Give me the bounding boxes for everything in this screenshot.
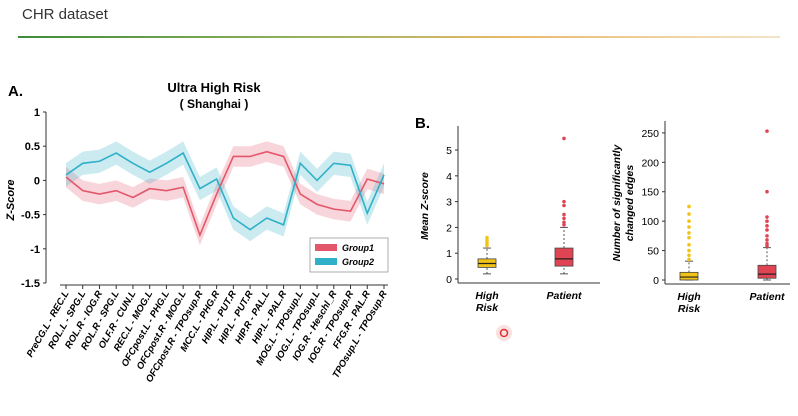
panel-b2-outlier [765, 234, 769, 238]
panel-b1-x-tick-label: Patient [546, 290, 582, 302]
panel-b2-x-tick-label: Patient [749, 291, 785, 303]
legend-swatch-group1 [315, 244, 337, 251]
panel-b2-outlier [687, 219, 691, 223]
series-line-group2 [65, 151, 385, 231]
panel-b1-outlier [485, 235, 489, 240]
panel-b1-outlier [485, 243, 489, 248]
series-band-group1 [66, 141, 384, 246]
panel-b1-y-tick-label: 0 [446, 274, 452, 286]
panel-b2-outlier [687, 248, 691, 253]
panel-b2-y-tick-label: 200 [641, 157, 659, 169]
panel-b2-y-tick-label: 50 [647, 246, 659, 258]
series-line-group1 [65, 150, 385, 238]
panel-b1-outlier [562, 203, 566, 208]
panel-b2-outlier [765, 219, 769, 223]
panel-b1-outlier [562, 199, 566, 204]
panel-b1-x-tick-label: High [475, 290, 498, 302]
panel-b2-outlier [765, 189, 769, 194]
panel-b1-y-tick-label: 5 [446, 145, 452, 157]
panel-b-label: B. [415, 115, 430, 132]
panel-b2-outlier [765, 215, 769, 219]
cursor-ring [499, 328, 509, 338]
panel-b1-y-tick-label: 4 [446, 171, 452, 183]
panel-b2-outlier [687, 242, 691, 247]
panel-b2-outlier [687, 257, 691, 262]
panel-b2-box-patient [757, 264, 777, 279]
panel-a-y-tick-label: -1.5 [21, 278, 40, 290]
panel-b2-outlier [687, 212, 691, 216]
legend-label-group2: Group2 [342, 257, 374, 267]
panel-b2-outlier [765, 238, 769, 242]
panel-a-label: A. [8, 83, 23, 100]
panel-b2-y-axis-label: Number of significantly [611, 144, 623, 262]
panel-b2-outlier [687, 253, 691, 258]
panel-b2-outlier [687, 235, 691, 240]
panel-b2-outlier [765, 224, 769, 228]
panel-b1-y-axis-label: Mean Z-score [419, 172, 431, 240]
slide-title: CHR dataset [22, 6, 108, 23]
panel-a-y-tick-label: 1 [34, 107, 40, 119]
panel-b1-outlier [562, 220, 566, 225]
panel-b2-outlier [687, 204, 691, 209]
panel-b2-outlier [687, 225, 691, 229]
panel-b1-x-tick-label: Risk [476, 302, 499, 314]
panel-b1-y-tick-label: 3 [446, 197, 452, 209]
panel-b1-outlier [485, 238, 489, 243]
panel-b2-outlier [765, 241, 769, 246]
panel-b2-y-tick-label: 100 [641, 216, 659, 228]
panel-b2-x-tick-label: Risk [678, 303, 701, 315]
panel-a-y-tick-label: -1 [30, 244, 40, 256]
panel-a-y-tick-label: 0 [34, 175, 40, 187]
panel-a-legend [309, 237, 389, 273]
panel-b1-outlier [562, 212, 566, 217]
panel-a-y-tick-label: -0.5 [21, 210, 40, 222]
panel-b1-outlier [562, 216, 566, 221]
panel-b1-box-patient [554, 247, 574, 267]
panel-a-y-axis-label: Z-Score [5, 180, 17, 222]
panel-b2-y-tick-label: 250 [641, 128, 659, 140]
panel-b1-outlier [485, 241, 489, 245]
series-band-group2 [66, 141, 384, 242]
panel-b2-y-tick-label: 0 [653, 275, 659, 287]
panel-b2-y-tick-label: 150 [641, 187, 659, 199]
panel-a-title: Ultra High Risk [167, 80, 261, 95]
panel-b1-outlier [562, 223, 566, 227]
panel-a-y-tick-label: 0.5 [25, 141, 40, 153]
panel-b1-outlier [562, 136, 566, 141]
panel-a-subtitle: ( Shanghai ) [180, 97, 249, 111]
panel-b2-box-high-risk [679, 271, 699, 281]
legend-swatch-group2 [315, 258, 337, 265]
title-underline [18, 36, 780, 38]
panel-b1-y-tick-label: 2 [446, 222, 452, 234]
panel-b2-y-axis-label-line2: changed edges [624, 165, 636, 242]
cursor-highlight [496, 325, 512, 341]
panel-b2-outlier [765, 129, 769, 133]
panel-b2-x-tick-label: High [677, 291, 700, 303]
legend-label-group1: Group1 [342, 243, 374, 253]
panel-b1-y-tick-label: 1 [446, 248, 452, 260]
panel-b2-outlier [765, 228, 769, 232]
panel-b2-outlier [687, 231, 691, 235]
